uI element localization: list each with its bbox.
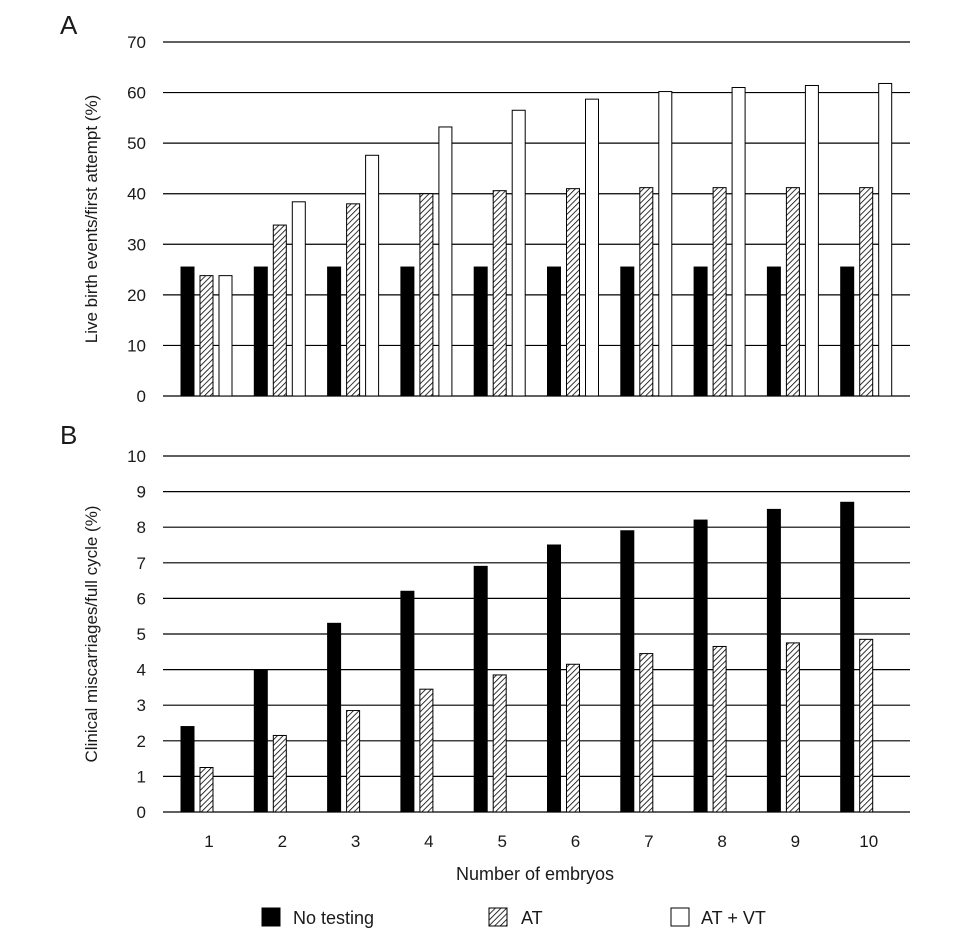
y-tick-label: 9 — [137, 483, 146, 502]
bar-at-vt-8 — [731, 87, 746, 397]
bar-no-testing-1 — [180, 726, 195, 813]
y-tick-label: 6 — [137, 589, 146, 608]
bar-no-testing-5 — [473, 266, 488, 397]
panel-b-y-axis-label: Clinical miscarriages/full cycle (%) — [82, 506, 101, 763]
legend-swatch-at — [488, 907, 508, 927]
x-tick-label: 3 — [351, 832, 360, 851]
bar-at-vt-5 — [511, 109, 526, 397]
bar-at-4 — [419, 688, 434, 813]
legend: No testing AT AT + VT — [261, 907, 766, 928]
bar-at-1 — [199, 275, 214, 397]
x-tick-label: 2 — [278, 832, 287, 851]
panel-a-label: A — [60, 10, 78, 40]
y-tick-label: 2 — [137, 732, 146, 751]
bar-at-5 — [492, 190, 507, 397]
y-tick-label: 4 — [137, 661, 146, 680]
x-tick-label: 9 — [791, 832, 800, 851]
x-tick-label: 10 — [859, 832, 878, 851]
x-axis-label: Number of embryos — [456, 864, 614, 884]
bar-at-7 — [639, 653, 654, 813]
bar-at-vt-1 — [218, 275, 233, 397]
y-tick-label: 30 — [127, 235, 146, 254]
x-tick-label: 7 — [644, 832, 653, 851]
legend-swatch-at-vt — [670, 907, 690, 927]
y-tick-label: 50 — [127, 134, 146, 153]
y-tick-label: 7 — [137, 554, 146, 573]
bar-at-vt-9 — [804, 84, 819, 397]
bar-at-9 — [785, 187, 800, 397]
panel-b-label: B — [60, 420, 77, 450]
bar-at-6 — [566, 663, 580, 813]
bar-no-testing-4 — [400, 266, 415, 397]
bar-no-testing-6 — [547, 544, 561, 813]
bar-no-testing-10 — [840, 266, 855, 397]
bar-at-7 — [639, 187, 654, 397]
bar-at-10 — [859, 187, 874, 397]
bar-at-3 — [346, 710, 361, 813]
bar-at-8 — [712, 645, 727, 813]
bar-no-testing-8 — [693, 519, 708, 813]
y-tick-label: 5 — [137, 625, 146, 644]
y-tick-label: 0 — [137, 387, 146, 406]
y-tick-label: 10 — [127, 336, 146, 355]
bar-at-vt-4 — [438, 126, 453, 397]
legend-label-no-testing: No testing — [293, 908, 374, 928]
bar-no-testing-10 — [840, 501, 855, 813]
bar-no-testing-2 — [253, 266, 268, 397]
bar-at-2 — [272, 734, 287, 813]
x-tick-label: 8 — [717, 832, 726, 851]
x-tick-label: 4 — [424, 832, 433, 851]
bar-no-testing-9 — [766, 266, 781, 397]
bar-no-testing-3 — [327, 622, 342, 813]
legend-swatch-no-testing — [261, 907, 281, 927]
panel-b-chart: 0 1 2 3 4 5 6 7 8 9 10 1 2 3 4 5 6 7 8 9 10 Clinical miscarr… — [82, 447, 910, 851]
bar-no-testing-7 — [620, 530, 635, 813]
x-tick-label: 5 — [497, 832, 506, 851]
y-tick-label: 40 — [127, 185, 146, 204]
bar-at-vt-7 — [658, 91, 673, 397]
x-tick-label: 6 — [571, 832, 580, 851]
y-tick-label: 1 — [137, 767, 146, 786]
bar-at-3 — [346, 203, 361, 397]
bar-at-8 — [712, 187, 727, 397]
bar-at-vt-10 — [878, 82, 893, 397]
bar-no-testing-7 — [620, 266, 635, 397]
bar-no-testing-4 — [400, 590, 415, 813]
bar-at-vt-6 — [585, 98, 599, 397]
bar-no-testing-6 — [547, 266, 561, 397]
bar-at-5 — [492, 674, 507, 813]
panel-a-chart: 0 10 20 30 40 50 60 70 Live birth events/first … — [82, 33, 910, 406]
y-tick-label: 10 — [127, 447, 146, 466]
bar-at-vt-3 — [365, 154, 380, 397]
y-tick-label: 70 — [127, 33, 146, 52]
legend-label-at-vt: AT + VT — [701, 908, 766, 928]
y-tick-label: 0 — [137, 803, 146, 822]
panel-a-y-axis-label: Live birth events/first attempt (%) — [82, 95, 101, 343]
y-tick-label: 20 — [127, 286, 146, 305]
bar-at-1 — [199, 767, 214, 813]
y-tick-label: 60 — [127, 84, 146, 103]
bar-at-10 — [859, 638, 874, 813]
bar-at-4 — [419, 193, 434, 397]
bar-no-testing-5 — [473, 565, 488, 813]
bar-at-vt-2 — [291, 201, 306, 397]
bar-at-2 — [272, 224, 287, 397]
bar-at-9 — [785, 642, 800, 813]
bar-no-testing-2 — [253, 669, 268, 813]
bar-no-testing-8 — [693, 266, 708, 397]
bar-no-testing-3 — [327, 266, 342, 397]
y-tick-label: 3 — [137, 696, 146, 715]
bar-at-6 — [566, 188, 580, 397]
bar-no-testing-1 — [180, 266, 195, 397]
y-tick-label: 8 — [137, 518, 146, 537]
legend-label-at: AT — [521, 908, 543, 928]
x-tick-label: 1 — [204, 832, 213, 851]
bar-no-testing-9 — [766, 508, 781, 813]
